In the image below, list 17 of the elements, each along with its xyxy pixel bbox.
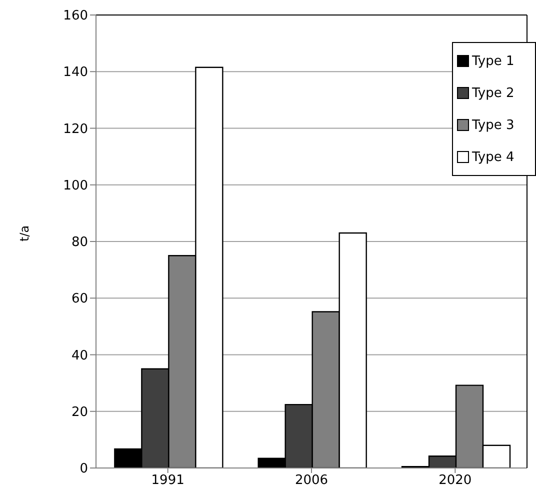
y-tick-label: 160 xyxy=(63,8,88,24)
y-tick-label: 80 xyxy=(71,235,88,250)
legend-label: Type 3 xyxy=(472,118,514,132)
x-tick-label: 2020 xyxy=(438,473,472,488)
legend-label: Type 4 xyxy=(472,150,514,164)
y-tick-label: 140 xyxy=(63,65,88,80)
x-tick-label: 2006 xyxy=(294,473,328,488)
legend-label: Type 2 xyxy=(472,86,514,100)
y-tick-label: 60 xyxy=(71,292,88,307)
y-tick-label: 40 xyxy=(71,348,88,364)
y-tick-label: 0 xyxy=(80,462,88,477)
y-tick-label: 20 xyxy=(71,404,88,420)
y-tick-label: 100 xyxy=(63,178,88,194)
x-tick-label: 1991 xyxy=(151,473,184,488)
y-tick-label: 120 xyxy=(63,122,88,137)
legend-label: Type 1 xyxy=(472,54,514,68)
y-axis-title: t/a xyxy=(17,225,32,242)
